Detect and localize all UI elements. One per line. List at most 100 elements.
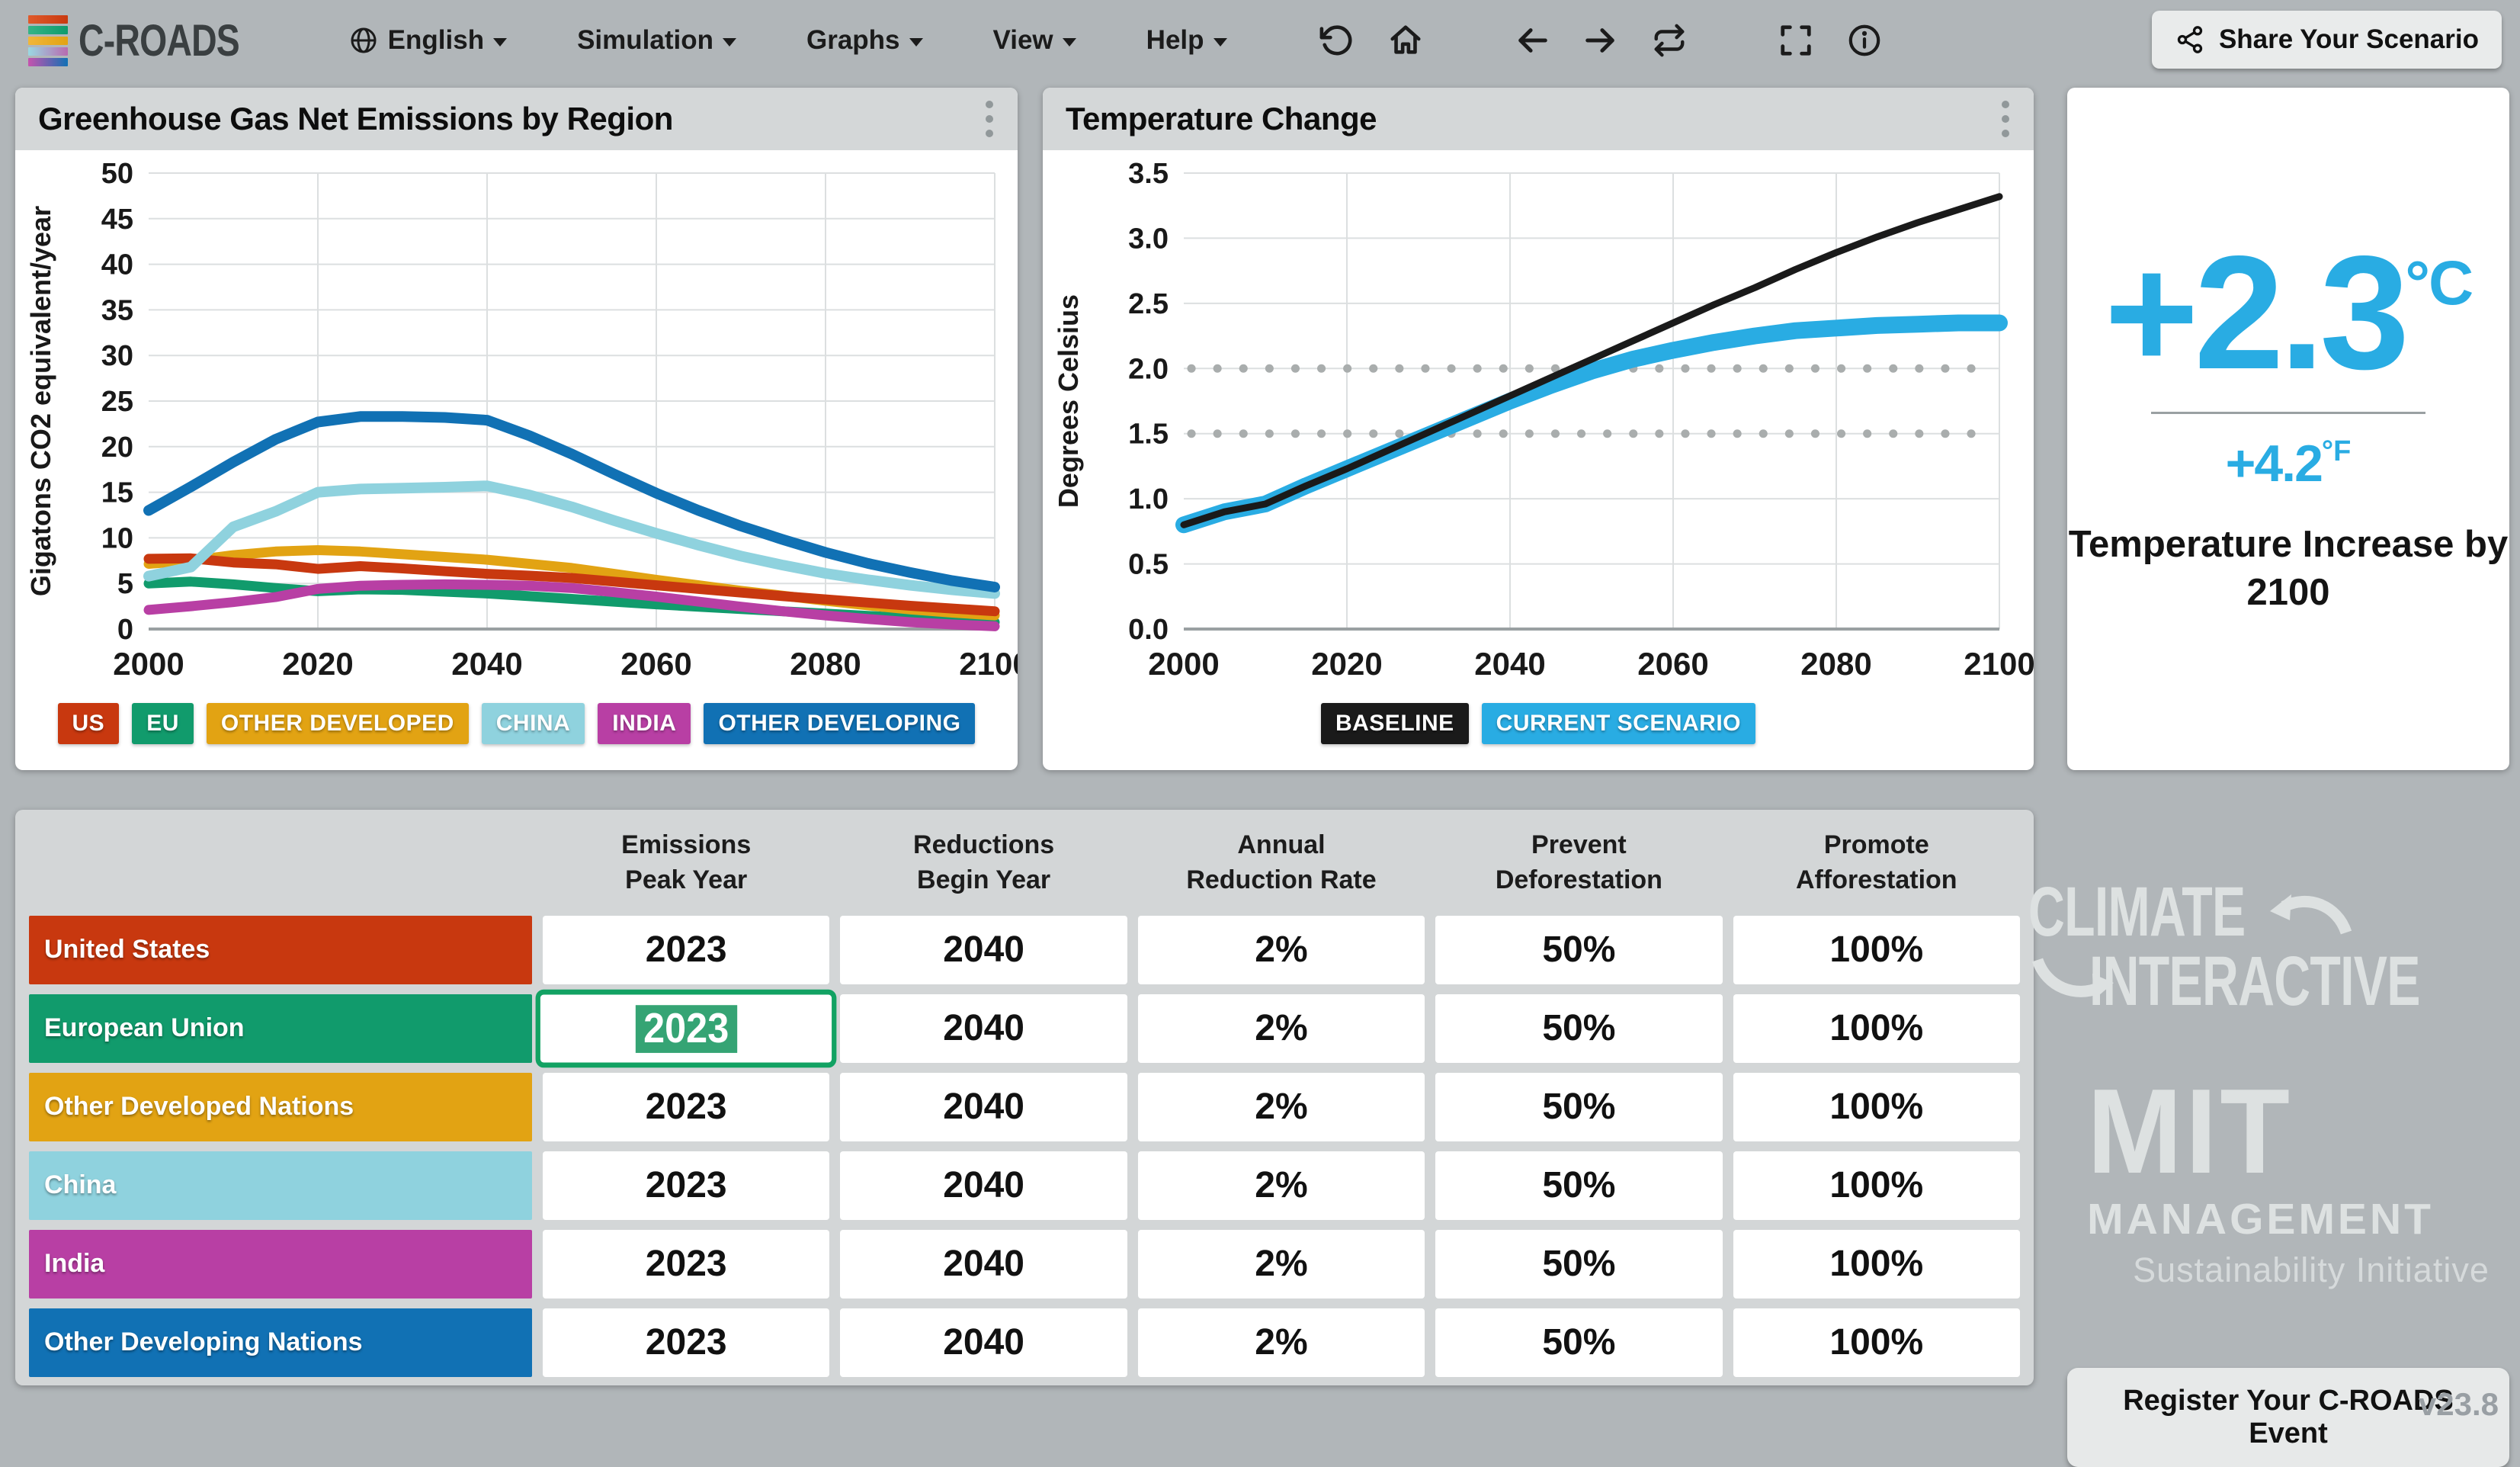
climate-interactive-logo: CLIMATE INTERACTIVE: [2028, 873, 2420, 1020]
menu-help[interactable]: Help: [1146, 25, 1227, 56]
reductions-begin-year-input[interactable]: 2040: [840, 1308, 1127, 1377]
svg-text:Gigatons CO2 equivalent/year: Gigatons CO2 equivalent/year: [25, 206, 56, 596]
annual-reduction-rate-input[interactable]: 2%: [1137, 1151, 1425, 1220]
emissions-peak-year-input[interactable]: 2023: [543, 915, 830, 984]
prevent-deforestation-input[interactable]: 50%: [1435, 994, 1723, 1063]
table-row-china: China 2023 2040 2% 50% 100%: [29, 1151, 2020, 1220]
promote-afforestation-input[interactable]: 100%: [1733, 915, 2020, 984]
summary-caption: Temperature Increase by 2100: [2068, 523, 2509, 614]
temperature-chart-panel: Temperature Change 2000 2020 2040 2060 2080 2…: [1043, 88, 2034, 770]
region-label: European Union: [29, 994, 532, 1063]
arrow-right-icon[interactable]: [1581, 21, 1621, 60]
scenario-inputs-table: Emissions Peak Year Reductions Begin Yea…: [15, 810, 2034, 1385]
annual-reduction-rate-input[interactable]: 2%: [1137, 994, 1425, 1063]
prevent-deforestation-input[interactable]: 50%: [1435, 1308, 1723, 1377]
panel-menu-icon[interactable]: [981, 96, 998, 142]
emissions-peak-year-input[interactable]: 2023: [543, 1151, 830, 1220]
svg-text:1.5: 1.5: [1128, 419, 1169, 451]
svg-text:3.5: 3.5: [1128, 158, 1169, 190]
svg-text:2060: 2060: [1637, 646, 1708, 682]
emissions-peak-year-input[interactable]: 2023: [543, 1229, 830, 1298]
repeat-icon[interactable]: [1650, 21, 1689, 60]
annual-reduction-rate-input[interactable]: 2%: [1137, 1308, 1425, 1377]
reductions-begin-year-input[interactable]: 2040: [840, 994, 1127, 1063]
legend-item-baseline[interactable]: BASELINE: [1320, 703, 1469, 744]
svg-text:2000: 2000: [113, 646, 184, 682]
promote-afforestation-input[interactable]: 100%: [1733, 1308, 2020, 1377]
svg-text:10: 10: [101, 522, 133, 554]
temperature-panel-title: Temperature Change: [1066, 101, 1377, 136]
promote-afforestation-input[interactable]: 100%: [1733, 994, 2020, 1063]
menu-graphs[interactable]: Graphs: [806, 25, 923, 56]
reductions-begin-year-input[interactable]: 2040: [840, 915, 1127, 984]
svg-text:35: 35: [101, 294, 133, 326]
svg-text:40: 40: [101, 249, 133, 281]
col-header-reductions-begin-year: Reductions Begin Year: [913, 830, 1055, 894]
emissions-panel-title: Greenhouse Gas Net Emissions by Region: [38, 101, 673, 136]
app-title: C-ROADS: [79, 15, 240, 66]
arrow-left-icon[interactable]: [1512, 21, 1552, 60]
emissions-peak-year-input[interactable]: 2023: [543, 1072, 830, 1141]
svg-text:30: 30: [101, 340, 133, 372]
undo-icon[interactable]: [1317, 21, 1357, 60]
svg-text:20: 20: [101, 432, 133, 464]
chevron-down-icon: [493, 37, 508, 47]
prevent-deforestation-input[interactable]: 50%: [1435, 915, 1723, 984]
globe-icon: [348, 25, 379, 56]
region-label: China: [29, 1151, 532, 1220]
reductions-begin-year-input[interactable]: 2040: [840, 1072, 1127, 1141]
menu-help-label: Help: [1146, 25, 1204, 55]
prevent-deforestation-input[interactable]: 50%: [1435, 1151, 1723, 1220]
version-label: v23.8: [2418, 1386, 2499, 1422]
svg-text:3.0: 3.0: [1128, 223, 1169, 255]
promote-afforestation-input[interactable]: 100%: [1733, 1072, 2020, 1141]
chevron-down-icon: [722, 37, 736, 47]
promote-afforestation-input[interactable]: 100%: [1733, 1151, 2020, 1220]
col-header-annual-reduction-rate: Annual Reduction Rate: [1186, 830, 1377, 894]
fahrenheit-increase-value: +4.2 °F: [2225, 434, 2352, 493]
annual-reduction-rate-input[interactable]: 2%: [1137, 1229, 1425, 1298]
svg-text:50: 50: [101, 158, 133, 190]
legend-item-eu[interactable]: EU: [132, 703, 194, 744]
toolbar-icons: [1317, 21, 1884, 60]
legend-item-other-developing[interactable]: OTHER DEVELOPING: [704, 703, 976, 744]
svg-text:0.0: 0.0: [1128, 614, 1169, 646]
info-icon[interactable]: [1845, 21, 1884, 60]
emissions-line-chart: 2000 2020 2040 2060 2080 2100 0 5 10 15 20 25 30 35 40…: [25, 158, 1018, 682]
legend-item-other-developed[interactable]: OTHER DEVELOPED: [206, 703, 469, 744]
menu-view-label: View: [992, 25, 1053, 55]
annual-reduction-rate-input[interactable]: 2%: [1137, 915, 1425, 984]
region-label: India: [29, 1229, 532, 1298]
fullscreen-icon[interactable]: [1776, 21, 1816, 60]
svg-text:2020: 2020: [282, 646, 353, 682]
menu-simulation-label: Simulation: [577, 25, 713, 55]
promote-afforestation-input[interactable]: 100%: [1733, 1229, 2020, 1298]
reductions-begin-year-input[interactable]: 2040: [840, 1229, 1127, 1298]
svg-text:45: 45: [101, 204, 133, 236]
menu-language[interactable]: English: [348, 25, 508, 56]
cycle-arrow-down-icon: [2028, 954, 2120, 1013]
legend-item-india[interactable]: INDIA: [598, 703, 691, 744]
annual-reduction-rate-input[interactable]: 2%: [1137, 1072, 1425, 1141]
svg-text:2000: 2000: [1148, 646, 1219, 682]
home-icon[interactable]: [1386, 21, 1425, 60]
menu-view[interactable]: View: [993, 25, 1076, 56]
emissions-peak-year-input-focused[interactable]: 2023: [535, 989, 837, 1068]
legend-item-us[interactable]: US: [57, 703, 120, 744]
emissions-peak-year-input[interactable]: 2023: [543, 1308, 830, 1377]
table-header-row: Emissions Peak Year Reductions Begin Yea…: [29, 817, 2020, 906]
share-scenario-button[interactable]: Share Your Scenario: [2151, 11, 2502, 69]
share-scenario-label: Share Your Scenario: [2218, 24, 2479, 54]
menu-graphs-label: Graphs: [806, 25, 900, 55]
prevent-deforestation-input[interactable]: 50%: [1435, 1229, 1723, 1298]
svg-text:0: 0: [117, 614, 133, 646]
table-header-empty: [29, 817, 532, 906]
legend-item-current-scenario[interactable]: CURRENT SCENARIO: [1481, 703, 1756, 744]
panel-menu-icon[interactable]: [1997, 96, 2014, 142]
prevent-deforestation-input[interactable]: 50%: [1435, 1072, 1723, 1141]
legend-item-china[interactable]: CHINA: [481, 703, 585, 744]
selected-input-text: 2023: [635, 1004, 737, 1053]
reductions-begin-year-input[interactable]: 2040: [840, 1151, 1127, 1220]
register-event-button[interactable]: Register Your C-ROADS Event: [2067, 1367, 2509, 1467]
menu-simulation[interactable]: Simulation: [577, 25, 736, 56]
